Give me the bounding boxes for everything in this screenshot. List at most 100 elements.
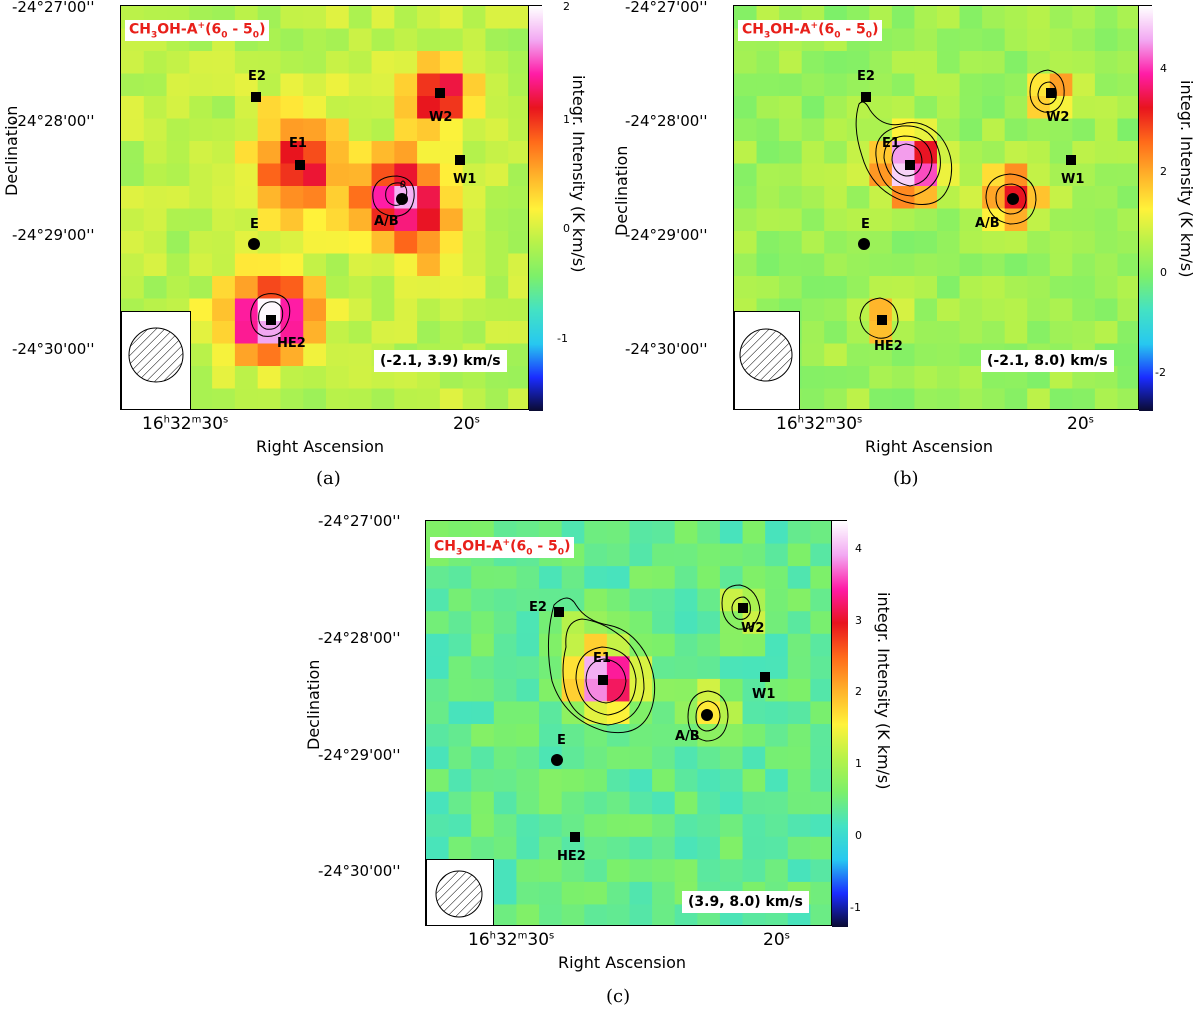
- source-marker-he2: [877, 315, 887, 325]
- colorbar-title: integr. Intensity (K km/s): [569, 75, 588, 273]
- source-marker-he2: [570, 832, 580, 842]
- source-label-e2: E2: [248, 69, 266, 84]
- colorbar-tick: 0: [563, 222, 570, 235]
- colorbar: [528, 5, 543, 411]
- source-label-e1: E1: [882, 136, 900, 151]
- colorbar-gradient: [1139, 6, 1153, 411]
- source-label-he2: HE2: [277, 336, 306, 351]
- source-marker-w1: [1066, 155, 1076, 165]
- source-marker-e: [858, 238, 870, 250]
- colorbar-tick: 2: [855, 685, 862, 698]
- source-marker-e1: [295, 160, 305, 170]
- intensity-map: CH3OH-A+(60 - 50) (-2.1, 3.9) km/s E2 E1…: [120, 5, 530, 410]
- source-label-e2: E2: [857, 69, 875, 84]
- dec-tick-4: -24°30'00'': [318, 862, 401, 880]
- source-label-e: E: [250, 217, 259, 232]
- dec-tick-3: -24°29'00'': [12, 226, 95, 244]
- ra-tick-2: 20s: [453, 414, 480, 434]
- colorbar: [1138, 5, 1153, 411]
- velocity-range-label: (3.9, 8.0) km/s: [682, 891, 809, 913]
- colorbar-tick: 2: [563, 0, 570, 13]
- colorbar-tick: 4: [855, 542, 862, 555]
- beam-ellipse: [435, 870, 483, 918]
- source-label-w1: W1: [1061, 172, 1085, 187]
- declination-axis-title: Declination: [304, 659, 323, 750]
- source-marker-e2: [251, 92, 261, 102]
- source-label-w2: W2: [741, 621, 765, 636]
- line-label: CH3OH-A+(60 - 50): [125, 20, 270, 42]
- ra-tick-1: 16h32m30s: [776, 414, 863, 434]
- map-pixels: [121, 6, 529, 409]
- source-label-ab: A/B: [374, 214, 399, 229]
- colorbar-tick: 3: [855, 614, 862, 627]
- source-marker-e: [551, 754, 563, 766]
- source-label-e: E: [557, 733, 566, 748]
- source-label-he2: HE2: [874, 339, 903, 354]
- colorbar-tick: -1: [850, 901, 861, 914]
- colorbar-title: integr. Intensity (K km/s): [1177, 80, 1196, 278]
- beam-box: [734, 311, 800, 409]
- beam-box: [426, 859, 494, 925]
- source-label-ab: A/B: [975, 216, 1000, 231]
- ra-tick-1: 16h32m30s: [468, 930, 555, 950]
- contour-lines: [855, 69, 1065, 339]
- colorbar-tick: 1: [855, 757, 862, 770]
- line-label: CH3OH-A+(60 - 50): [738, 20, 883, 42]
- source-marker-e1: [598, 675, 608, 685]
- declination-axis-title: Declination: [2, 105, 21, 196]
- dec-tick-1: -24°27'00'': [318, 512, 401, 530]
- source-label-e1: E1: [289, 136, 307, 151]
- source-label-w2: W2: [429, 110, 453, 125]
- source-marker-w2: [1046, 88, 1056, 98]
- source-label-e2: E2: [529, 600, 547, 615]
- source-marker-e2: [861, 92, 871, 102]
- ra-axis-title: Right Ascension: [865, 437, 993, 456]
- panel-caption: (a): [316, 468, 341, 489]
- source-marker-w2: [738, 603, 748, 613]
- source-marker-e2: [554, 607, 564, 617]
- line-label: CH3OH-A+(60 - 50): [430, 537, 575, 559]
- source-label-e1: E1: [593, 651, 611, 666]
- source-marker-e1: [905, 160, 915, 170]
- source-marker-w1: [455, 155, 465, 165]
- contour-lines: [547, 584, 761, 742]
- source-label-w2: W2: [1046, 110, 1070, 125]
- source-marker-ab: [701, 709, 713, 721]
- dec-tick-4: -24°30'00'': [625, 340, 708, 358]
- dec-tick-2: -24°28'00'': [12, 112, 95, 130]
- colorbar-gradient: [832, 521, 848, 927]
- source-label-he2: HE2: [557, 849, 586, 864]
- dec-tick-3: -24°29'00'': [318, 746, 401, 764]
- source-marker-he2: [266, 315, 276, 325]
- source-label-w1: W1: [752, 687, 776, 702]
- ra-axis-title: Right Ascension: [256, 437, 384, 456]
- panel-caption: (b): [893, 468, 919, 489]
- colorbar-title: integr. Intensity (K km/s): [874, 592, 893, 790]
- colorbar-tick: 1: [563, 113, 570, 126]
- colorbar-tick: 2: [1160, 165, 1167, 178]
- beam-ellipse: [739, 328, 793, 382]
- ra-tick-1: 16h32m30s: [142, 414, 229, 434]
- source-marker-w1: [760, 672, 770, 682]
- panel-caption: (c): [606, 986, 631, 1007]
- source-marker-ab: [1007, 193, 1019, 205]
- beam-box: [121, 311, 191, 409]
- dec-tick-4: -24°30'00'': [12, 340, 95, 358]
- colorbar: [831, 520, 848, 927]
- dec-tick-2: -24°28'00'': [625, 112, 708, 130]
- velocity-range-label: (-2.1, 3.9) km/s: [374, 350, 507, 372]
- source-marker-e: [248, 238, 260, 250]
- colorbar-gradient: [529, 6, 543, 411]
- colorbar-tick: -1: [557, 332, 568, 345]
- source-label-e: E: [861, 217, 870, 232]
- dec-tick-2: -24°28'00'': [318, 629, 401, 647]
- declination-axis-title: Declination: [612, 145, 631, 236]
- dec-tick-1: -24°27'00'': [12, 0, 95, 16]
- ra-tick-2: 20s: [763, 930, 790, 950]
- intensity-heatmap: [121, 6, 529, 409]
- colorbar-tick: 0: [855, 829, 862, 842]
- velocity-range-label: (-2.1, 8.0) km/s: [981, 350, 1114, 372]
- colorbar-tick: -2: [1155, 366, 1166, 379]
- beam-ellipse: [128, 327, 184, 383]
- ra-axis-title: Right Ascension: [558, 953, 686, 972]
